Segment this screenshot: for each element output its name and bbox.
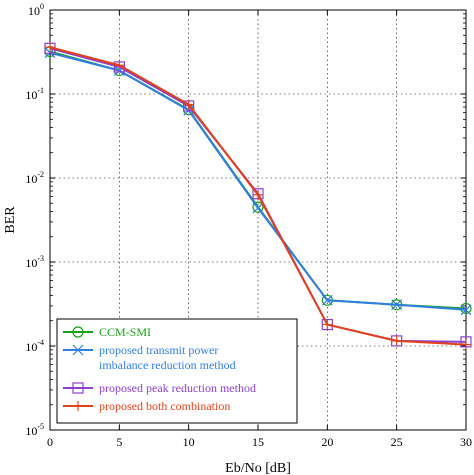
y-tick-label: 10-5: [25, 422, 44, 438]
x-tick-label: 25: [391, 435, 403, 449]
legend-label: CCM-SMI: [99, 325, 151, 339]
x-tick-label: 30: [460, 435, 472, 449]
x-axis-label: Eb/No [dB]: [225, 461, 291, 475]
x-tick-label: 5: [116, 435, 122, 449]
legend-box: [56, 318, 298, 424]
axis-ticks: 0 5 10 15 20 25 30 100 10-1 10-2 10-3 10-4 10-5: [25, 2, 472, 449]
plus-marker: [114, 60, 125, 71]
square-marker: [72, 382, 84, 394]
circle-marker: [252, 201, 264, 213]
x-marker: [252, 202, 264, 214]
x-tick-label: 20: [321, 435, 333, 449]
legend-label: imbalance reduction method: [99, 358, 236, 372]
x-marker: [391, 299, 403, 311]
plus-marker: [391, 335, 402, 346]
plus-marker: [253, 189, 263, 200]
x-tick-label: 0: [47, 435, 53, 449]
plus-marker: [73, 401, 83, 411]
x-marker: [183, 104, 195, 116]
y-tick-label: 10-4: [25, 338, 44, 354]
x-tick-label: 10: [183, 435, 195, 449]
legend-label: proposed transmit power: [99, 343, 218, 357]
legend-label: proposed both combination: [99, 399, 230, 413]
series-line: [49, 50, 467, 310]
series-3: [45, 42, 471, 350]
circle-marker: [72, 326, 84, 338]
y-axis-label: BER: [3, 206, 18, 234]
plus-marker: [183, 99, 194, 110]
y-tick-label: 10-2: [25, 170, 44, 186]
x-marker: [460, 304, 472, 316]
y-tick-label: 10-3: [25, 254, 44, 270]
series-layer: [44, 42, 472, 350]
legend-label: proposed peak reduction method: [99, 381, 256, 395]
y-tick-label: 10-1: [25, 86, 44, 102]
legend: CCM-SMI proposed transmit powerimbalance …: [56, 318, 298, 424]
plus-marker: [45, 42, 55, 53]
x-marker: [72, 344, 84, 356]
x-tick-label: 15: [252, 435, 264, 449]
y-tick-label: 100: [28, 2, 44, 18]
series-1: [44, 47, 472, 316]
plus-marker: [322, 319, 333, 330]
plus-marker: [461, 339, 471, 350]
x-marker: [321, 294, 333, 306]
